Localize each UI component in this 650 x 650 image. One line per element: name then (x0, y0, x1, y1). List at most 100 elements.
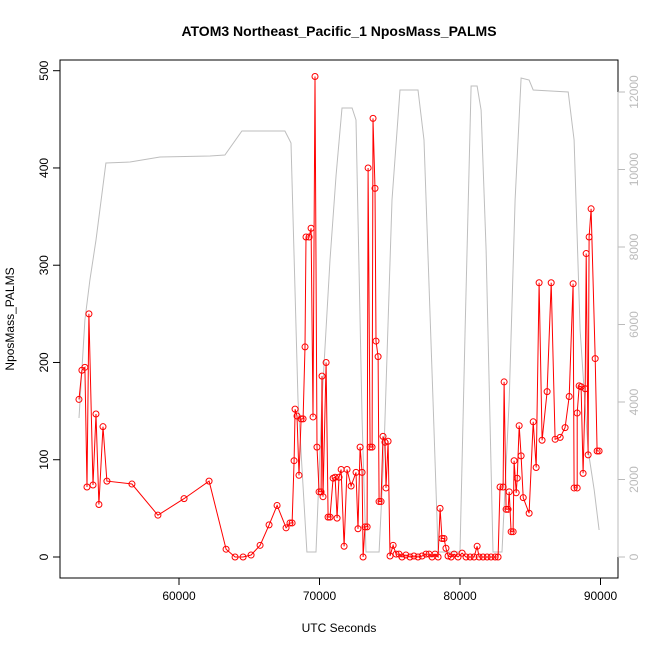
point (442, 544, 450, 552)
point (265, 521, 273, 529)
point (309, 413, 317, 421)
point (532, 464, 540, 472)
point (440, 535, 448, 543)
point (291, 405, 299, 413)
point (315, 488, 323, 496)
point (414, 553, 422, 561)
point (324, 513, 332, 521)
point (92, 410, 100, 418)
y-tick-label: 100 (37, 449, 51, 469)
y-tick-label: 500 (37, 60, 51, 80)
point (591, 355, 599, 363)
point (565, 393, 573, 401)
y-axis-label: NposMass_PALMS (3, 267, 17, 370)
point (290, 457, 298, 465)
point (444, 552, 452, 560)
x-tick-label: 70000 (303, 589, 337, 603)
point (519, 494, 527, 502)
y2-tick-label: 6000 (627, 311, 641, 338)
y2-tick-label: 10000 (627, 152, 641, 186)
point (256, 541, 264, 549)
point (410, 552, 418, 560)
y-tick-label: 300 (37, 255, 51, 275)
point (75, 395, 83, 403)
point (496, 483, 504, 491)
point (103, 477, 111, 485)
point (579, 469, 587, 477)
point (375, 498, 383, 506)
point (398, 553, 406, 561)
point (561, 424, 569, 432)
series-line (78, 77, 600, 553)
x-tick-label: 60000 (162, 589, 196, 603)
point (436, 504, 444, 512)
point (311, 73, 319, 81)
point (494, 553, 502, 561)
point (89, 481, 97, 489)
point (584, 451, 592, 459)
y2-tick-label: 8000 (627, 233, 641, 260)
point (371, 184, 379, 192)
point (466, 553, 474, 561)
point (547, 279, 555, 287)
point (356, 443, 364, 451)
point (372, 337, 380, 345)
point (406, 553, 414, 561)
point (473, 542, 481, 550)
point (434, 553, 442, 561)
point (543, 388, 551, 396)
point (479, 553, 487, 561)
point (504, 505, 512, 513)
point (307, 224, 315, 232)
point (154, 511, 162, 519)
point (382, 484, 390, 492)
point (384, 437, 392, 445)
point (499, 483, 507, 491)
point (231, 553, 239, 561)
chart-title: ATOM3 Northeast_Pacific_1 NposMass_PALMS (181, 23, 496, 39)
point (392, 550, 400, 558)
point (418, 552, 426, 560)
point (510, 457, 518, 465)
point (529, 418, 537, 426)
series-line (78, 76, 600, 559)
point (361, 523, 369, 531)
point (487, 553, 495, 561)
point (593, 447, 601, 455)
point (343, 465, 351, 473)
point (299, 415, 307, 423)
point (358, 468, 366, 476)
point (331, 473, 339, 481)
y2-tick-label: 12000 (627, 75, 641, 109)
point (458, 549, 466, 557)
point (515, 422, 523, 430)
point (322, 358, 330, 366)
point (377, 498, 385, 506)
point (85, 310, 93, 318)
point (366, 443, 374, 451)
point (273, 501, 281, 509)
point (577, 383, 585, 391)
point (402, 551, 410, 559)
point (573, 409, 581, 417)
y-tick-label: 200 (37, 352, 51, 372)
point (363, 523, 371, 531)
y2-tick-label: 2000 (627, 466, 641, 493)
point (297, 415, 305, 423)
point (475, 553, 483, 561)
point (509, 528, 517, 536)
point (247, 551, 255, 559)
point (99, 423, 107, 431)
point (282, 524, 290, 532)
point (513, 474, 521, 482)
point (491, 553, 499, 561)
point (556, 433, 564, 441)
point (517, 452, 525, 460)
point (205, 477, 213, 485)
point (505, 488, 513, 496)
point (326, 513, 334, 521)
point (507, 528, 515, 536)
point (587, 205, 595, 213)
y-tick-label: 0 (37, 553, 51, 560)
